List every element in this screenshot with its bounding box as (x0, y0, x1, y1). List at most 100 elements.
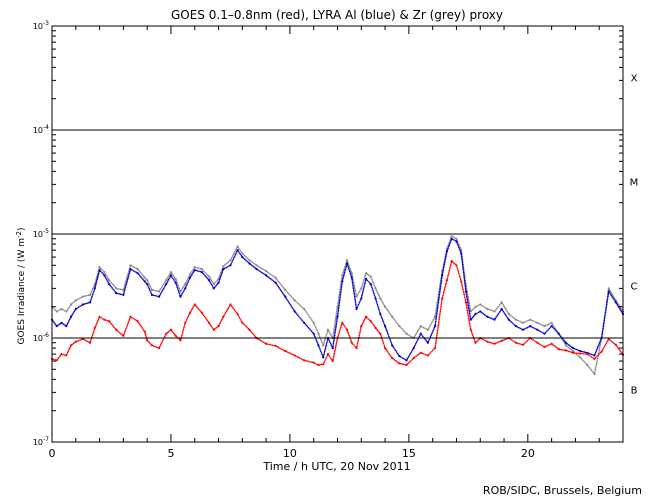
trace-dot (604, 309, 607, 312)
trace-dot (162, 283, 165, 286)
trace-dot (167, 278, 170, 281)
data-point (322, 363, 325, 366)
trace-dot (201, 313, 204, 315)
trace-dot (556, 331, 559, 334)
data-point (274, 344, 277, 347)
trace-dot (554, 329, 556, 331)
trace-dot (189, 275, 192, 278)
trace-dot (133, 266, 136, 269)
data-point (345, 262, 349, 265)
trace-dot (378, 294, 380, 297)
trace-dot (198, 270, 200, 273)
trace-dot (464, 289, 467, 291)
trace-dot (387, 310, 390, 313)
data-point (293, 354, 296, 357)
trace-dot (338, 301, 341, 304)
trace-dot (335, 316, 337, 319)
trace-dot (363, 319, 365, 322)
trace-dot (324, 346, 327, 348)
trace-dot (84, 339, 87, 342)
trace-dot (92, 290, 95, 293)
trace-dot (291, 353, 293, 355)
trace-dot (380, 334, 382, 337)
data-point (536, 341, 539, 344)
trace-dot (511, 316, 514, 318)
trace-dot (594, 353, 596, 355)
trace-dot (516, 319, 519, 322)
data-point (331, 346, 334, 350)
trace-dot (353, 286, 356, 289)
data-point (364, 277, 368, 281)
trace-dot (315, 338, 317, 341)
trace-dot (361, 283, 364, 285)
trace-dot (433, 326, 436, 329)
trace-dot (404, 331, 407, 334)
trace-dot (141, 326, 143, 329)
data-point (536, 321, 539, 324)
trace-dot (386, 351, 389, 353)
data-point (571, 349, 575, 353)
trace-dot (601, 333, 603, 336)
trace-dot (358, 333, 361, 335)
trace-dot (615, 345, 618, 347)
x-tick-label: 20 (521, 447, 535, 460)
trace-dot (593, 371, 596, 374)
trace-dot (68, 347, 71, 350)
trace-dot (563, 339, 565, 341)
trace-dot (596, 359, 599, 361)
trace-dot (435, 336, 438, 338)
trace-dot (370, 284, 373, 287)
trace-dot (206, 319, 209, 322)
trace-dot (270, 278, 272, 280)
trace-dot (502, 304, 505, 306)
trace-dot (66, 353, 68, 355)
trace-dot (259, 339, 262, 342)
trace-dot (339, 296, 341, 299)
trace-dot (458, 248, 461, 250)
trace-dot (471, 309, 473, 312)
data-point (379, 332, 382, 335)
trace-dot (252, 333, 255, 336)
trace-dot (123, 333, 125, 336)
trace-dot (456, 243, 459, 246)
trace-dot (242, 257, 245, 259)
trace-dot (606, 301, 608, 304)
trace-dot (372, 283, 375, 285)
trace-dot (590, 353, 593, 356)
trace-dot (373, 284, 376, 287)
trace-dot (374, 296, 376, 298)
trace-dot (216, 279, 219, 281)
trace-dot (603, 345, 606, 347)
trace-dot (597, 344, 600, 347)
trace-dot (475, 340, 478, 343)
trace-dot (445, 282, 447, 284)
data-point (355, 307, 358, 311)
trace-dot (125, 327, 127, 330)
data-point (364, 315, 368, 318)
trace-dot (362, 321, 365, 323)
trace-dot (99, 270, 102, 273)
trace-dot (344, 270, 346, 272)
trace-dot (477, 311, 480, 314)
trace-dot (438, 318, 440, 321)
trace-dot (399, 356, 402, 358)
trace-dot (551, 323, 554, 325)
trace-dot (488, 316, 490, 319)
trace-dot (606, 298, 609, 301)
trace-dot (393, 318, 396, 321)
trace-dot (204, 272, 207, 274)
trace-dot (376, 291, 379, 294)
flare-class-label-X: X (631, 73, 638, 84)
data-point (217, 281, 220, 284)
trace-dot (377, 307, 380, 309)
trace-dot (343, 268, 345, 271)
trace-dot (363, 285, 366, 288)
trace-dot (373, 292, 375, 295)
data-point (350, 276, 353, 279)
trace-dot (220, 272, 223, 275)
trace-dot (512, 340, 514, 342)
trace-dot (437, 328, 439, 330)
trace-dot (462, 266, 464, 269)
trace-dot (449, 241, 452, 243)
trace-dot (468, 312, 471, 315)
